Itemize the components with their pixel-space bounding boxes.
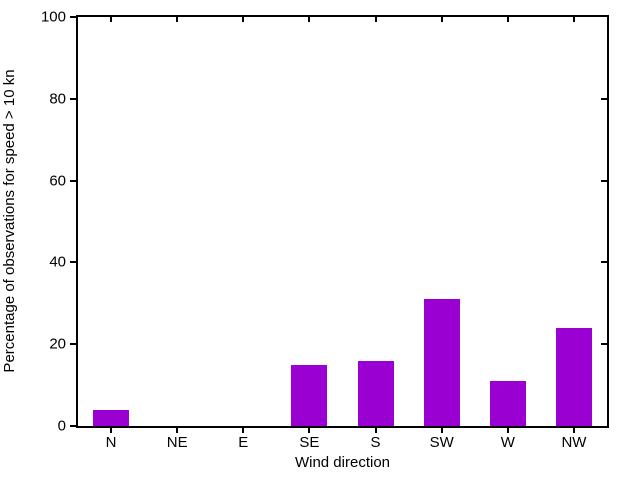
y-axis-title: Percentage of observations for speed > 1… (0, 69, 18, 373)
y-tick-0 (70, 425, 78, 427)
x-tick-label-se: SE (299, 434, 320, 451)
x-tick-s (374, 426, 377, 433)
y-tick-label-100: 100 (40, 8, 66, 26)
y-tick-label-20: 20 (49, 335, 66, 353)
bar-n (93, 409, 130, 426)
x-tick-w (506, 426, 509, 433)
x-tick-top-ne (176, 17, 179, 22)
x-tick-n (110, 426, 113, 433)
x-tick-nw (572, 426, 575, 433)
bar-nw (555, 327, 592, 426)
bar-se (291, 364, 328, 426)
y-tick-100 (70, 16, 78, 18)
y-tick-60 (70, 179, 78, 182)
x-tick-label-ne: NE (166, 434, 188, 451)
x-tick-sw (440, 426, 443, 433)
bar-sw (423, 299, 460, 426)
y-tick-right-80 (601, 97, 607, 100)
x-tick-top-sw (440, 17, 443, 22)
x-tick-label-nw: NW (561, 434, 587, 451)
x-tick-ne (176, 426, 179, 433)
x-tick-label-n: N (105, 434, 117, 451)
x-tick-top-se (308, 17, 311, 22)
y-tick-right-60 (601, 179, 607, 182)
y-tick-label-80: 80 (49, 90, 66, 108)
x-axis-title: Wind direction (294, 454, 391, 471)
x-tick-top-s (374, 17, 377, 22)
x-tick-label-sw: SW (429, 434, 454, 451)
x-tick-top-n (110, 17, 113, 22)
y-tick-right-40 (601, 261, 607, 264)
x-tick-label-e: E (238, 434, 249, 451)
bar-s (357, 360, 394, 426)
y-tick-80 (70, 97, 78, 100)
x-tick-top-nw (572, 17, 575, 22)
x-tick-label-w: W (500, 434, 515, 451)
y-tick-label-0: 0 (57, 417, 66, 435)
x-tick-top-w (506, 17, 509, 22)
plot-area: N NE E SE S SW W NW 0 20 40 60 80 100 (41, 10, 609, 450)
x-tick-label-s: S (370, 434, 381, 451)
y-tick-right-20 (601, 343, 607, 346)
x-tick-e (242, 426, 245, 433)
y-tick-40 (70, 261, 78, 264)
bar-w (489, 381, 526, 426)
x-tick-top-e (242, 17, 245, 22)
y-tick-label-40: 40 (49, 253, 66, 271)
y-tick-20 (70, 343, 78, 346)
x-tick-se (308, 426, 311, 433)
y-tick-label-60: 60 (49, 172, 66, 190)
